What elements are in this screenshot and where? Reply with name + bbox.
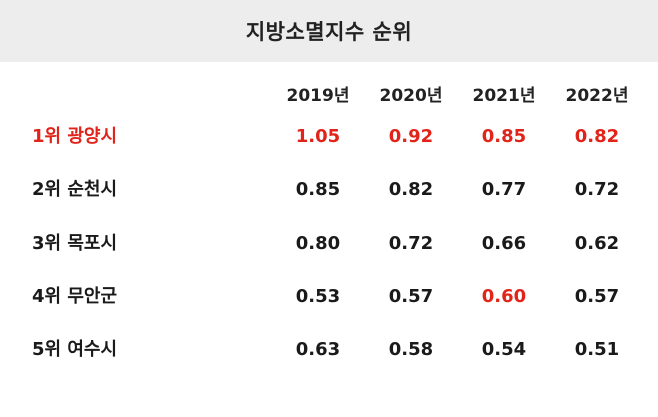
table-row: 4위 무안군 0.53 0.57 0.60 0.57 xyxy=(0,277,658,317)
row-label: 1위 광양시 xyxy=(32,126,118,147)
value-cell: 0.82 xyxy=(388,179,434,200)
value-cell: 0.80 xyxy=(295,233,341,254)
value-cell: 0.62 xyxy=(574,233,620,254)
value-cell: 0.63 xyxy=(295,339,341,360)
value-cell: 0.82 xyxy=(574,126,620,147)
table-row: 5위 여수시 0.63 0.58 0.54 0.51 xyxy=(0,330,658,370)
value-cell: 0.77 xyxy=(481,179,527,200)
table-row: 2위 순천시 0.85 0.82 0.77 0.72 xyxy=(0,170,658,210)
row-label: 5위 여수시 xyxy=(32,339,118,360)
value-cell: 0.51 xyxy=(574,339,620,360)
value-cell: 0.72 xyxy=(574,179,620,200)
value-cell: 0.57 xyxy=(388,286,434,307)
value-cell: 0.92 xyxy=(388,126,434,147)
table-row: 3위 목포시 0.80 0.72 0.66 0.62 xyxy=(0,224,658,264)
column-header-2020: 2020년 xyxy=(379,86,443,106)
column-header-2019: 2019년 xyxy=(286,86,350,106)
value-cell: 0.58 xyxy=(388,339,434,360)
row-label: 3위 목포시 xyxy=(32,233,118,254)
value-cell: 0.85 xyxy=(295,179,341,200)
value-cell: 0.54 xyxy=(481,339,527,360)
value-cell: 0.53 xyxy=(295,286,341,307)
value-cell: 0.66 xyxy=(481,233,527,254)
value-cell: 0.72 xyxy=(388,233,434,254)
row-label: 2위 순천시 xyxy=(32,179,118,200)
title-bar: 지방소멸지수 순위 xyxy=(0,0,658,62)
value-cell: 1.05 xyxy=(295,126,341,147)
page-title: 지방소멸지수 순위 xyxy=(245,20,413,44)
value-cell: 0.85 xyxy=(481,126,527,147)
column-header-2022: 2022년 xyxy=(565,86,629,106)
value-cell: 0.60 xyxy=(481,286,527,307)
value-cell: 0.57 xyxy=(574,286,620,307)
row-label: 4위 무안군 xyxy=(32,286,118,307)
table-row: 1위 광양시 1.05 0.92 0.85 0.82 xyxy=(0,117,658,157)
column-header-2021: 2021년 xyxy=(472,86,536,106)
header-row: 2019년 2020년 2021년 2022년 xyxy=(0,76,658,116)
